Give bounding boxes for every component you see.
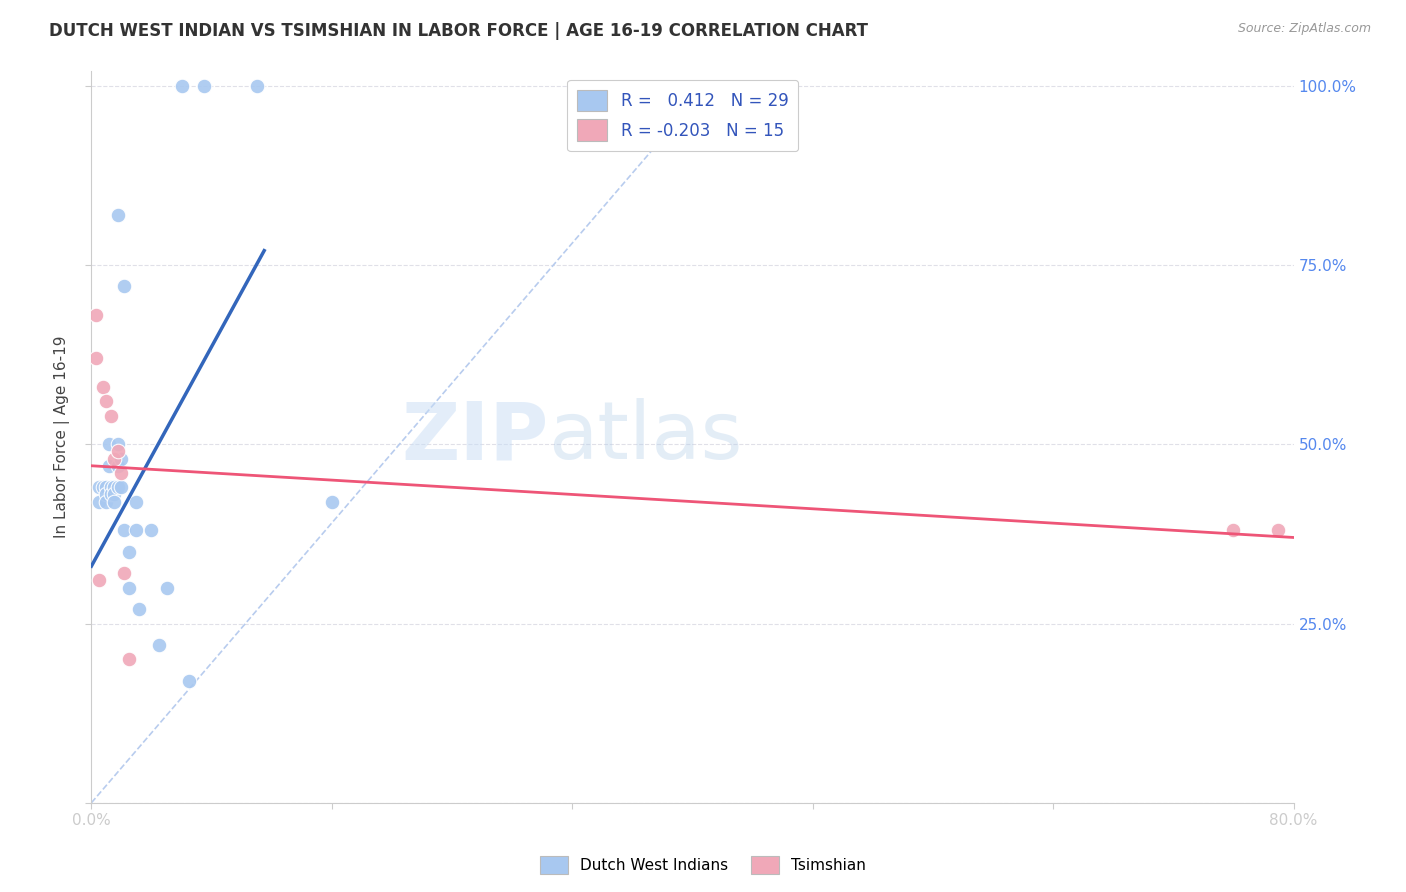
Point (170, 78, 193, 93)
Point (110, 451, 132, 466)
Point (114, 524, 136, 538)
Point (107, 458, 129, 473)
Point (84, 308, 107, 322)
Point (155, 581, 177, 595)
Y-axis label: In Labor Force | Age 16-19: In Labor Force | Age 16-19 (53, 335, 70, 539)
Point (100, 409, 122, 423)
Text: atlas: atlas (548, 398, 742, 476)
Legend: Dutch West Indians, Tsimshian: Dutch West Indians, Tsimshian (534, 850, 872, 880)
Point (118, 581, 141, 595)
Point (103, 494, 125, 508)
Point (114, 279, 136, 293)
Point (93, 480, 115, 494)
Point (103, 451, 125, 466)
Point (246, 78, 269, 93)
Point (96, 480, 118, 494)
Point (98, 458, 121, 473)
Point (118, 545, 141, 559)
Point (118, 652, 141, 666)
Point (96, 394, 118, 409)
Point (141, 524, 163, 538)
Point (107, 480, 129, 494)
Point (107, 437, 129, 451)
Text: DUTCH WEST INDIAN VS TSIMSHIAN IN LABOR FORCE | AGE 16-19 CORRELATION CHART: DUTCH WEST INDIAN VS TSIMSHIAN IN LABOR … (49, 22, 869, 40)
Point (110, 480, 132, 494)
Point (148, 638, 170, 652)
Point (103, 480, 125, 494)
Point (96, 494, 118, 508)
Point (107, 444, 129, 458)
Point (87, 494, 110, 508)
Point (125, 524, 148, 538)
Point (125, 494, 148, 508)
Point (110, 466, 132, 480)
Point (96, 487, 118, 501)
Point (128, 602, 150, 616)
Point (107, 208, 129, 222)
Point (114, 566, 136, 581)
Point (177, 673, 200, 688)
Legend: R =   0.412   N = 29, R = -0.203   N = 15: R = 0.412 N = 29, R = -0.203 N = 15 (567, 79, 799, 151)
Text: ZIP: ZIP (401, 398, 548, 476)
Point (1267, 524, 1289, 538)
Point (100, 480, 122, 494)
Point (1222, 524, 1244, 538)
Point (100, 487, 122, 501)
Point (193, 78, 215, 93)
Point (87, 574, 110, 588)
Point (84, 351, 107, 366)
Point (87, 480, 110, 494)
Point (321, 494, 343, 508)
Point (98, 437, 121, 451)
Point (103, 487, 125, 501)
Point (93, 380, 115, 394)
Text: Source: ZipAtlas.com: Source: ZipAtlas.com (1237, 22, 1371, 36)
